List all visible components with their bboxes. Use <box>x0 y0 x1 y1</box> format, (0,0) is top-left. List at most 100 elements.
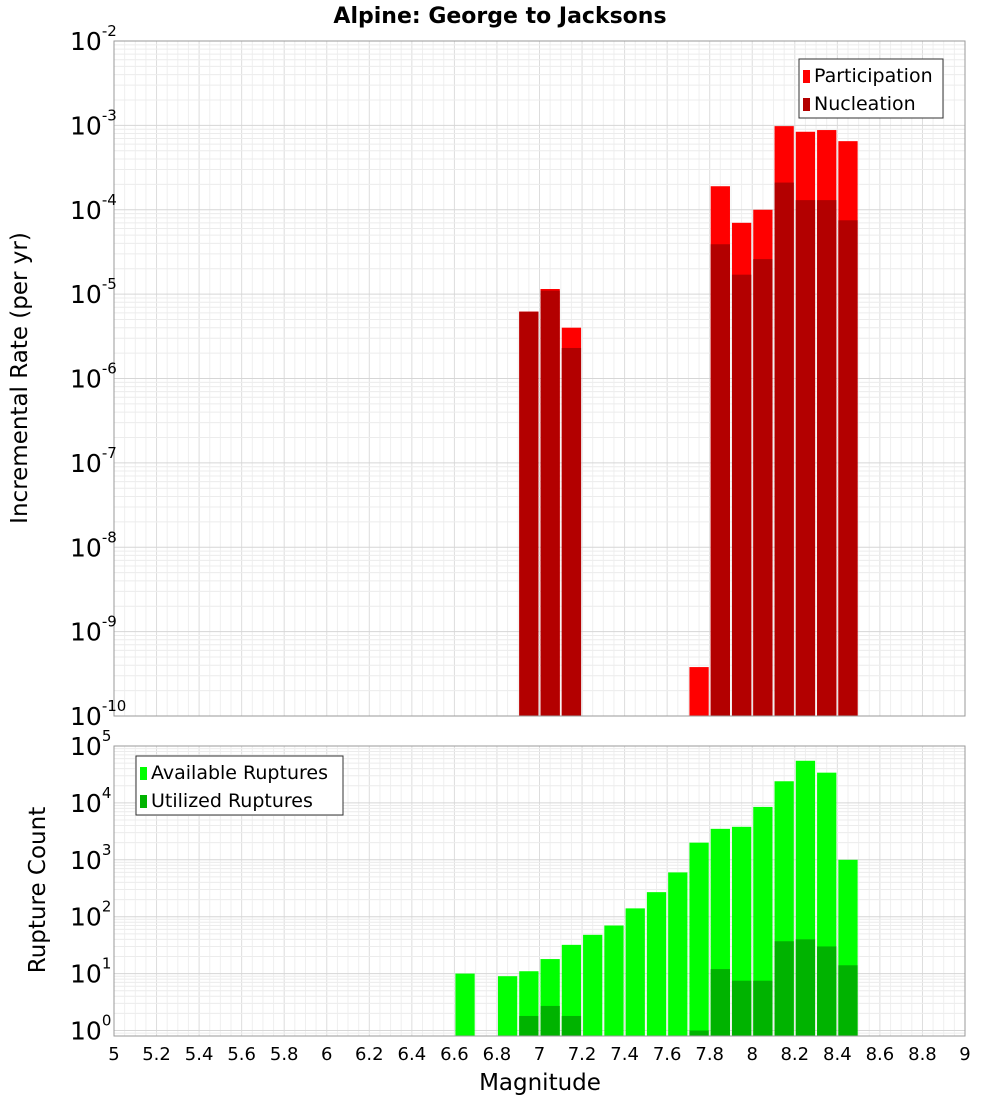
bottom-plot-frame <box>113 745 966 1037</box>
x-tick-label: 9 <box>959 1044 970 1065</box>
nucleation-legend-label: Nucleation <box>814 93 916 115</box>
y-tick-label: 10-10 <box>70 697 126 731</box>
y-tick-label: 100 <box>70 1011 111 1045</box>
nucleation-bar <box>540 290 560 716</box>
y-tick-label: 10-8 <box>70 528 117 562</box>
y-tick-exponent: -3 <box>102 106 117 124</box>
y-tick-exponent: -6 <box>102 360 117 378</box>
y-tick-exponent: -2 <box>102 22 117 40</box>
y-tick-exponent: -7 <box>102 444 117 462</box>
y-tick-exponent: 0 <box>102 1011 112 1029</box>
x-tick-label: 6.2 <box>355 1044 384 1065</box>
bottom-legend: Available Ruptures Utilized Ruptures <box>135 755 344 816</box>
top-panel-participation-nucleation: 10-10 10-9 10-8 10-7 10-6 10-5 10-4 10-3 10-2 Par… <box>70 22 966 731</box>
top-bars <box>519 126 858 717</box>
nucleation-bar <box>561 347 582 716</box>
top-y-ticks: 10-10 10-9 10-8 10-7 10-6 10-5 10-4 10-3 10-2 <box>70 22 126 731</box>
bottom-bars <box>455 760 858 1036</box>
x-tick-label: 5.6 <box>227 1044 256 1065</box>
chart-title: Alpine: George to Jacksons <box>333 4 666 29</box>
y-tick-label: 10-2 <box>70 22 117 56</box>
top-grid <box>113 40 966 717</box>
utilized-ruptures-legend-swatch <box>140 795 147 808</box>
available-ruptures-bar <box>753 806 773 1036</box>
bottom-x-ticks: 5 5.2 5.4 5.6 5.8 6 6.2 6.4 6.6 6.8 7 7.2 7.4 7.6 7.8 8… <box>108 1044 970 1065</box>
y-tick-label: 10-5 <box>70 275 117 309</box>
x-axis-label: Magnitude <box>479 1070 601 1096</box>
available-ruptures-legend-swatch <box>140 767 147 780</box>
y-tick-exponent: -9 <box>102 613 117 631</box>
legend-box <box>798 58 944 119</box>
x-tick-label: 7.6 <box>653 1044 682 1065</box>
utilized-ruptures-bar <box>540 1005 560 1036</box>
x-tick-label: 8.6 <box>866 1044 895 1065</box>
available-ruptures-legend-label: Available Ruptures <box>151 762 328 784</box>
y-tick-exponent: -10 <box>102 697 127 715</box>
nucleation-bar <box>731 274 752 716</box>
nucleation-bar <box>838 220 858 717</box>
x-tick-label: 5.8 <box>270 1044 299 1065</box>
utilized-ruptures-bar <box>731 980 752 1036</box>
x-tick-label: 5 <box>108 1044 119 1065</box>
y-tick-label: 101 <box>70 955 111 989</box>
nucleation-legend-swatch <box>803 98 810 111</box>
y-tick-exponent: 3 <box>102 841 112 859</box>
y-tick-label: 10-7 <box>70 444 117 478</box>
x-tick-label: 8.2 <box>780 1044 809 1065</box>
y-tick-label: 10-6 <box>70 360 117 394</box>
utilized-ruptures-bar <box>710 969 730 1036</box>
utilized-ruptures-bar <box>561 1015 582 1036</box>
available-ruptures-bar <box>625 908 645 1036</box>
top-plot-frame <box>113 40 966 717</box>
x-tick-label: 7.8 <box>695 1044 724 1065</box>
y-tick-label: 10-3 <box>70 106 117 140</box>
top-y-axis-label: Incremental Rate (per yr) <box>7 232 33 524</box>
y-tick-exponent: -4 <box>102 191 117 209</box>
utilized-ruptures-bar <box>817 946 837 1036</box>
x-tick-label: 5.2 <box>142 1044 171 1065</box>
y-tick-label: 105 <box>70 727 111 761</box>
participation-legend-swatch <box>803 70 810 83</box>
y-tick-label: 10-4 <box>70 191 117 225</box>
available-ruptures-bar <box>604 925 624 1036</box>
participation-bar <box>689 667 709 716</box>
x-tick-label: 7.4 <box>610 1044 639 1065</box>
x-tick-label: 5.4 <box>185 1044 214 1065</box>
legend-box <box>135 755 344 816</box>
x-tick-label: 6.6 <box>440 1044 469 1065</box>
nucleation-bar <box>519 311 539 716</box>
nucleation-bar <box>774 182 794 716</box>
nucleation-bar <box>795 200 816 716</box>
x-tick-label: 7.2 <box>568 1044 597 1065</box>
y-tick-label: 104 <box>70 784 111 818</box>
nucleation-bar <box>710 244 730 717</box>
x-tick-label: 6 <box>321 1044 332 1065</box>
available-ruptures-bar <box>583 934 603 1036</box>
available-ruptures-bar <box>689 842 709 1036</box>
x-tick-label: 8 <box>747 1044 758 1065</box>
participation-legend-label: Participation <box>814 65 933 87</box>
bottom-y-axis-label: Rupture Count <box>25 807 51 973</box>
utilized-ruptures-bar <box>838 965 858 1036</box>
top-legend: Participation Nucleation <box>798 58 944 119</box>
x-tick-label: 8.8 <box>908 1044 937 1065</box>
x-tick-label: 7 <box>534 1044 545 1065</box>
x-tick-label: 8.4 <box>823 1044 852 1065</box>
y-tick-label: 10-9 <box>70 613 117 647</box>
y-tick-exponent: -5 <box>102 275 117 293</box>
y-tick-exponent: 5 <box>102 727 112 745</box>
y-tick-exponent: 2 <box>102 898 112 916</box>
y-tick-label: 103 <box>70 841 111 875</box>
nucleation-bar <box>753 259 773 716</box>
available-ruptures-bar <box>646 892 667 1036</box>
utilized-ruptures-legend-label: Utilized Ruptures <box>151 790 313 812</box>
utilized-ruptures-bar <box>795 939 816 1036</box>
available-ruptures-bar <box>561 944 582 1036</box>
y-tick-exponent: 1 <box>102 955 112 973</box>
utilized-ruptures-bar <box>753 980 773 1036</box>
utilized-ruptures-bar <box>689 1030 709 1036</box>
